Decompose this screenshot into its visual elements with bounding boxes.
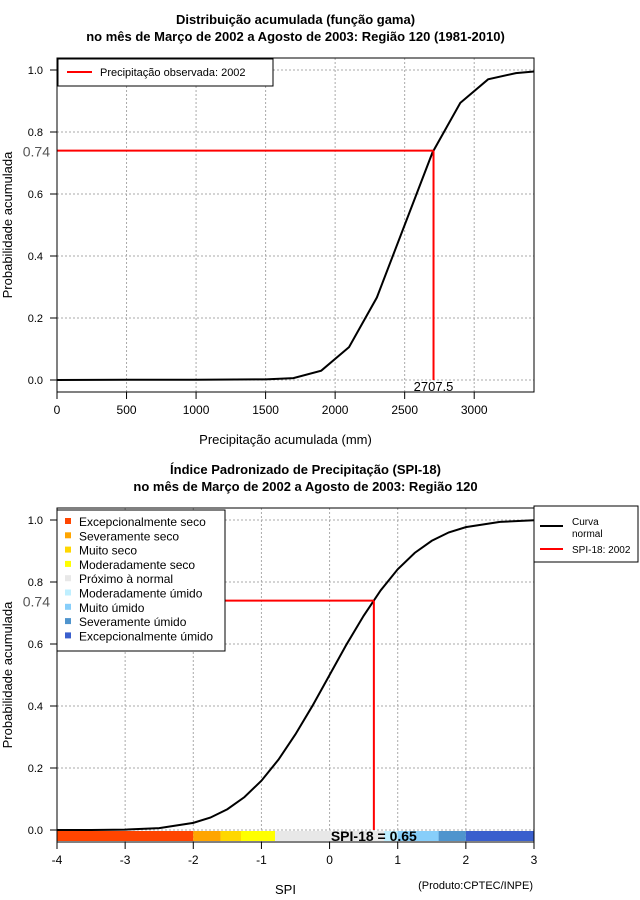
class-color-band — [57, 831, 194, 841]
cdf-curve — [56, 70, 535, 381]
x-tick-label: 1000 — [183, 403, 210, 417]
plot-frame — [56, 507, 535, 843]
x-axis-label: SPI — [275, 882, 296, 897]
legend-label-curve-1: Curva — [572, 517, 599, 528]
y-tick-label: 0.2 — [28, 763, 43, 775]
y-tick-label: 0.8 — [28, 577, 43, 589]
class-color-band — [397, 831, 439, 841]
y-tick-label: 0.2 — [28, 313, 43, 325]
x-tick-label: -3 — [120, 853, 131, 867]
product-credit: (Produto:CPTEC/INPE) — [418, 880, 533, 892]
legend-label-observed: Precipitação observada: 2002 — [100, 67, 246, 79]
class-legend-label: Excepcionalmente seco — [79, 515, 206, 529]
chart-subtitle: no mês de Março de 2002 a Agosto de 2003… — [86, 29, 505, 44]
chart-title: Índice Padronizado de Precipitação (SPI-… — [170, 462, 441, 477]
class-legend-label: Moderadamente úmido — [79, 587, 203, 601]
class-legend-marker — [65, 575, 71, 582]
x-tick-label: 3 — [531, 853, 538, 867]
cdf-curve — [56, 519, 535, 831]
class-legend-marker — [65, 532, 71, 539]
class-legend-label: Excepcionalmente úmido — [79, 629, 213, 643]
class-legend-label: Moderadamente seco — [79, 558, 195, 572]
y-tick-label: 0.6 — [28, 639, 43, 651]
x-tick-label: 0 — [54, 403, 61, 417]
chart-subtitle: no mês de Março de 2002 a Agosto de 2003… — [133, 479, 477, 494]
x-axis-label: Precipitação acumulada (mm) — [199, 432, 372, 447]
x-tick-label: 500 — [117, 403, 137, 417]
class-legend-marker — [65, 589, 71, 596]
x-tick-label: 2500 — [391, 403, 418, 417]
plot-frame — [56, 57, 535, 393]
curve-legend-box — [533, 505, 639, 563]
legend-label-curve-2: normal — [572, 529, 603, 540]
class-legend-box — [56, 509, 226, 652]
y-tick-label: 0.4 — [28, 251, 43, 263]
y-axis-label: Probabilidade acumulada — [0, 151, 15, 298]
class-legend-marker — [65, 618, 71, 625]
y-tick-label: 0.0 — [28, 375, 43, 387]
x-tick-label: -1 — [256, 853, 267, 867]
x-tick-label: 1500 — [252, 403, 279, 417]
observed-probability-label: 0.74 — [23, 144, 50, 160]
class-color-band — [384, 831, 398, 841]
legend-box — [57, 58, 274, 87]
class-legend-marker — [65, 518, 71, 524]
class-legend-label: Muito úmido — [79, 601, 145, 615]
legend-label-spi: SPI-18: 2002 — [572, 545, 631, 556]
x-tick-label: -4 — [52, 853, 63, 867]
y-tick-label: 0.8 — [28, 127, 43, 139]
x-tick-label: 3000 — [461, 403, 488, 417]
y-tick-label: 0.0 — [28, 825, 43, 837]
class-color-band — [240, 831, 276, 841]
x-tick-label: 0 — [326, 853, 333, 867]
class-legend-label: Próximo à normal — [79, 572, 173, 586]
observed-value-label: 2707.5 — [414, 379, 454, 394]
class-legend-label: Severamente seco — [79, 529, 179, 543]
class-legend-marker — [65, 603, 71, 610]
observed-probability-label: 0.74 — [23, 594, 50, 610]
y-tick-label: 1.0 — [28, 515, 43, 527]
y-tick-label: 0.6 — [28, 189, 43, 201]
class-color-band — [438, 831, 466, 841]
x-tick-label: 2000 — [322, 403, 349, 417]
class-legend-marker — [65, 546, 71, 553]
class-legend-label: Muito seco — [79, 544, 137, 558]
class-color-band — [220, 831, 241, 841]
class-color-band — [193, 831, 221, 841]
class-legend-marker — [65, 632, 71, 639]
x-tick-label: -2 — [188, 853, 199, 867]
class-legend-marker — [65, 560, 71, 567]
class-color-band — [465, 831, 534, 841]
class-legend-label: Severamente úmido — [79, 615, 187, 629]
class-color-band — [275, 831, 385, 841]
x-tick-label: 1 — [394, 853, 401, 867]
chart-title: Distribuição acumulada (função gama) — [176, 12, 415, 27]
spi-value-label: SPI-18 = 0.65 — [331, 828, 417, 844]
y-tick-label: 1.0 — [28, 65, 43, 77]
x-tick-label: 2 — [463, 853, 470, 867]
y-tick-label: 0.4 — [28, 701, 43, 713]
y-axis-label: Probabilidade acumulada — [0, 601, 15, 748]
